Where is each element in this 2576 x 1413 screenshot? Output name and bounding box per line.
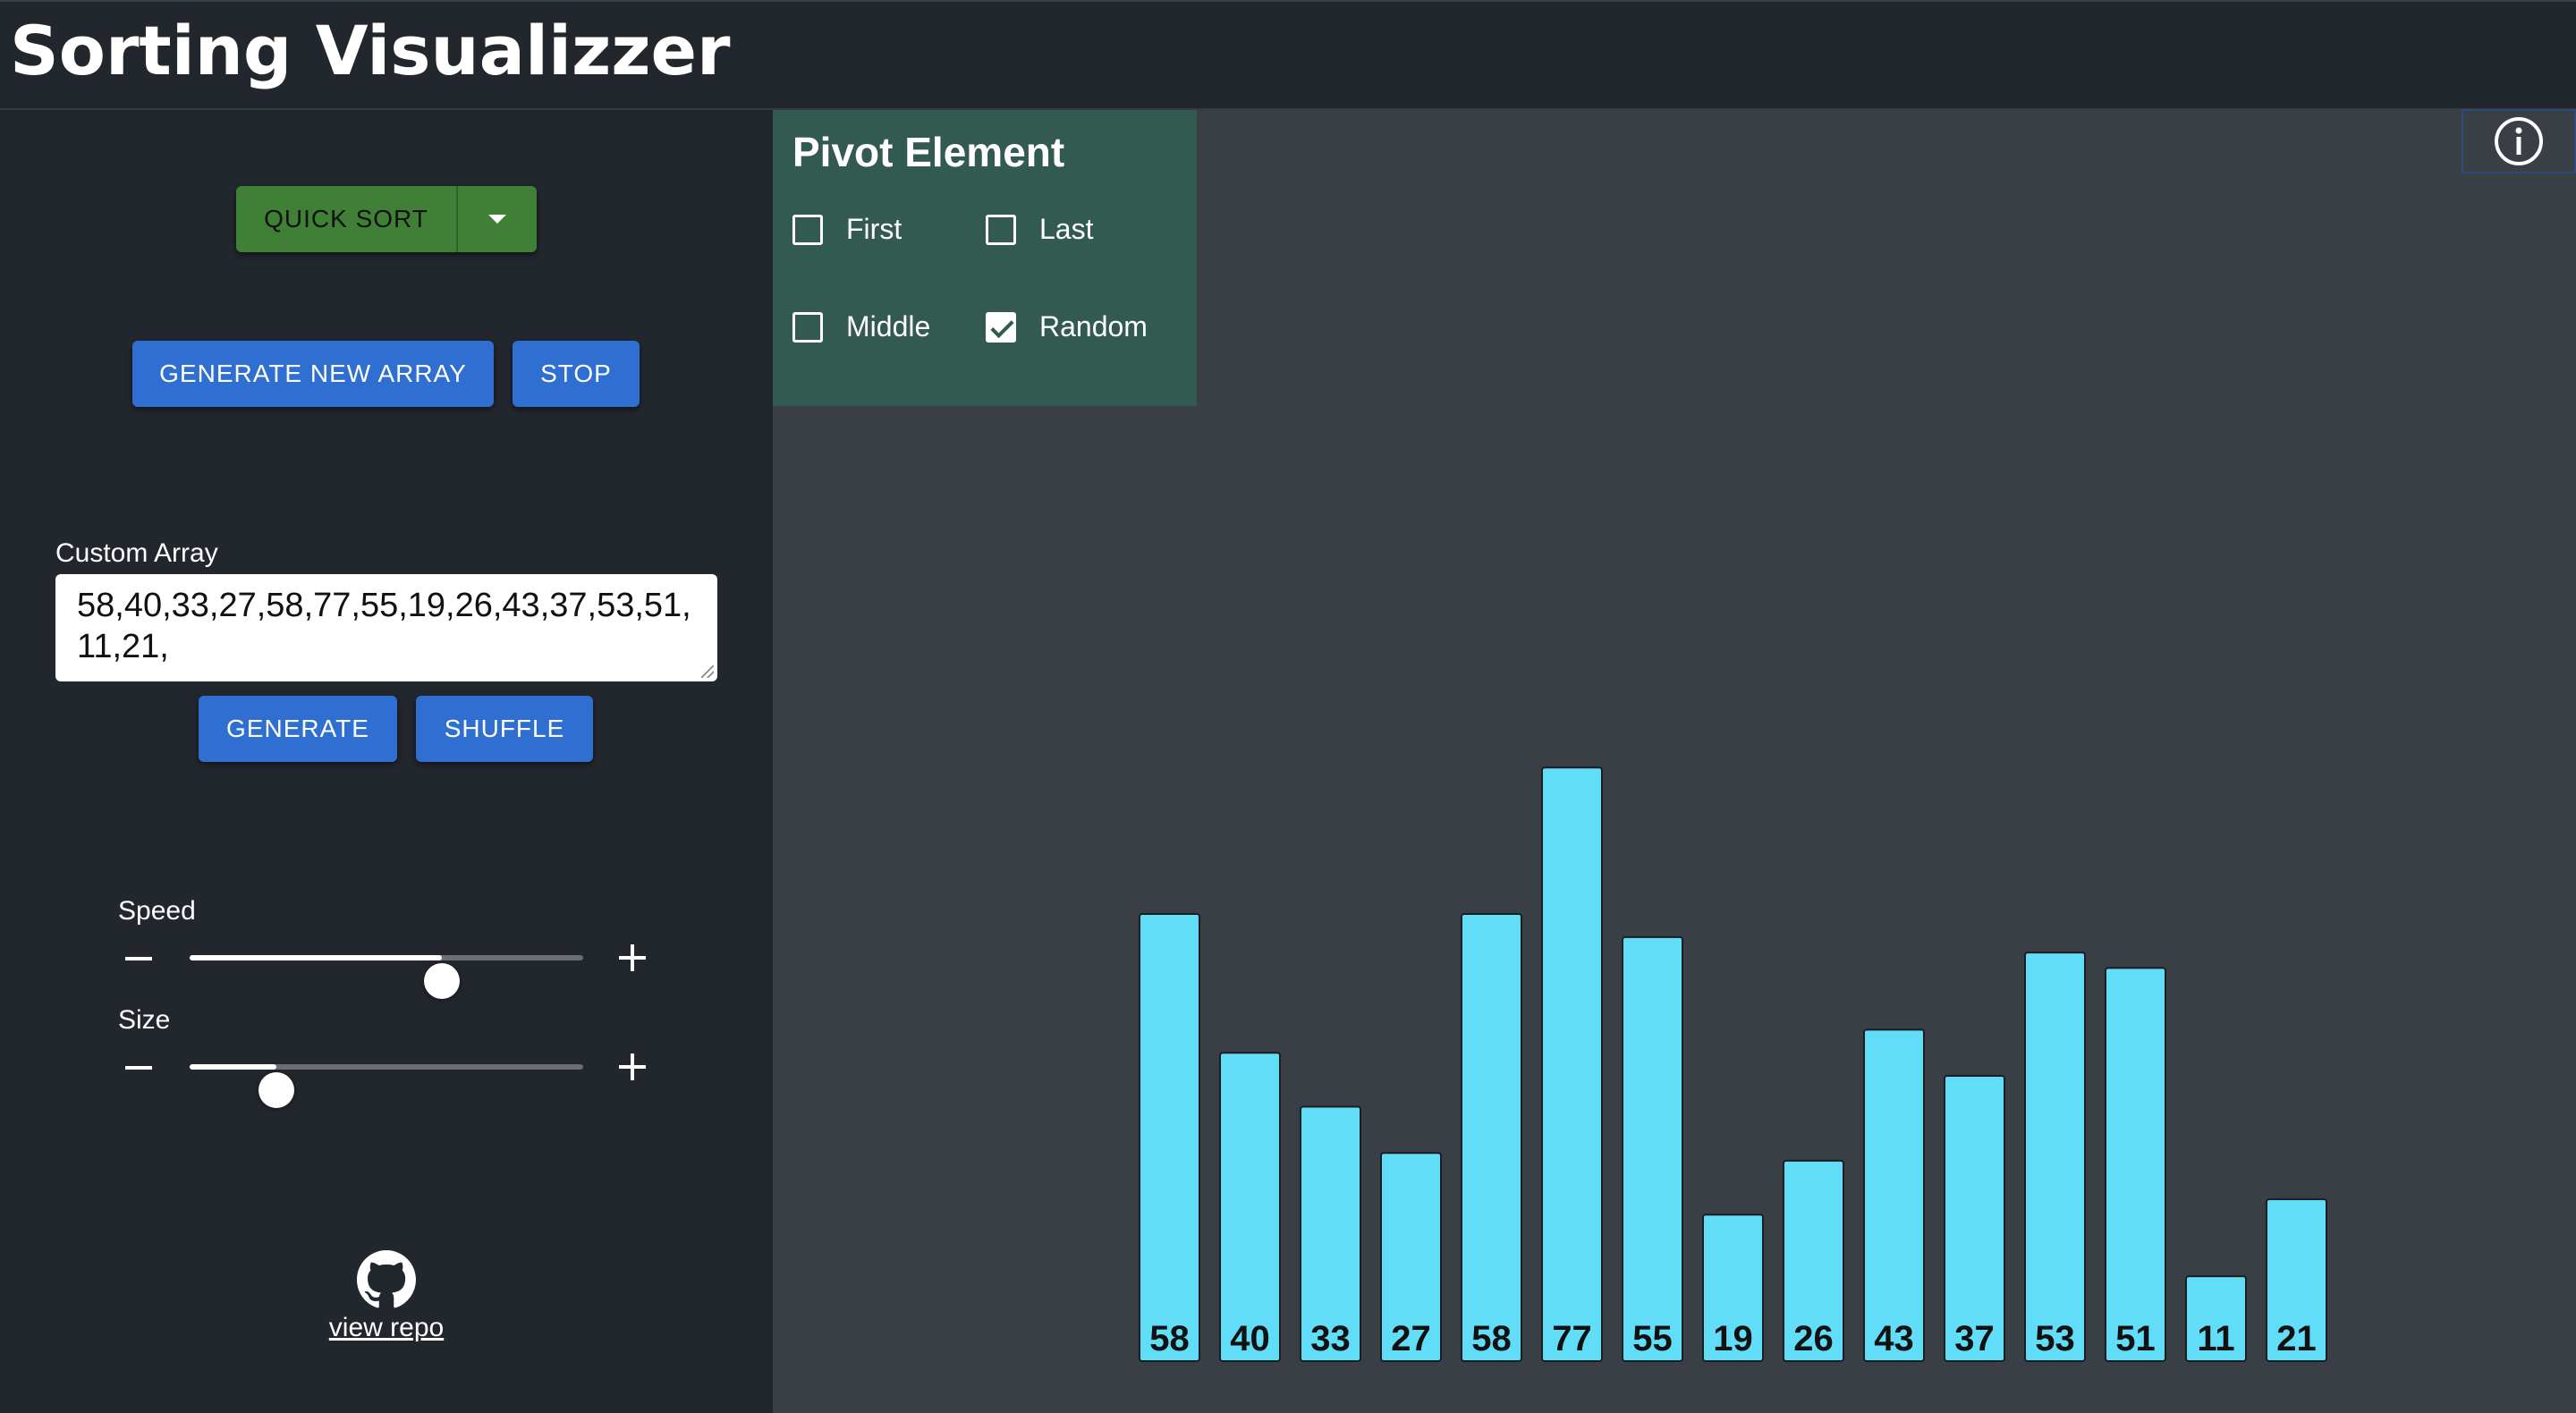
info-button[interactable] xyxy=(2462,109,2576,173)
array-bar xyxy=(1139,913,1200,1362)
pivot-first-checkbox[interactable] xyxy=(792,214,823,245)
size-decrease-icon[interactable] xyxy=(125,1066,152,1070)
array-bar-value-label: 53 xyxy=(2035,1319,2075,1358)
caret-down-icon xyxy=(488,215,506,224)
custom-array-value: 58,40,33,27,58,77,55,19,26,43,37,53,51,1… xyxy=(77,587,691,665)
generate-new-array-button[interactable]: GENERATE NEW ARRAY xyxy=(132,341,494,407)
array-bar-value-label: 58 xyxy=(1471,1319,1512,1358)
array-bar-value-label: 21 xyxy=(2276,1319,2317,1358)
array-bar-value-label: 27 xyxy=(1391,1319,1431,1358)
generate-button[interactable]: GENERATE xyxy=(199,696,397,762)
size-label: Size xyxy=(118,1005,171,1035)
array-bar-value-label: 26 xyxy=(1793,1319,1834,1358)
shuffle-button[interactable]: SHUFFLE xyxy=(416,696,593,762)
array-bar xyxy=(2024,952,2086,1362)
stop-button[interactable]: STOP xyxy=(513,341,640,407)
speed-slider-row xyxy=(116,932,653,999)
array-bar-value-label: 37 xyxy=(1954,1319,1995,1358)
array-bar xyxy=(1380,1152,1442,1363)
size-slider-fill xyxy=(190,1064,276,1070)
resize-handle[interactable] xyxy=(701,665,714,678)
pivot-option-random[interactable]: Random xyxy=(986,310,1148,343)
array-bar xyxy=(1944,1075,2005,1363)
pivot-last-label: Last xyxy=(1039,213,1094,245)
array-bar-value-label: 77 xyxy=(1552,1319,1592,1358)
array-bar xyxy=(1622,935,1683,1363)
algorithm-sort-button[interactable]: QUICK SORT xyxy=(236,186,458,252)
array-bar xyxy=(2185,1275,2247,1363)
array-bar-value-label: 11 xyxy=(2197,1319,2234,1358)
github-repo-link[interactable]: view repo xyxy=(324,1250,449,1349)
pivot-option-middle[interactable]: Middle xyxy=(792,310,930,343)
algorithm-dropdown-toggle[interactable] xyxy=(458,186,537,252)
github-icon xyxy=(357,1250,416,1308)
array-bar-value-label: 33 xyxy=(1310,1319,1351,1358)
speed-slider-thumb[interactable] xyxy=(423,963,460,999)
array-bar xyxy=(2266,1197,2327,1362)
array-bar-value-label: 40 xyxy=(1230,1319,1270,1358)
array-bar xyxy=(1783,1159,1844,1362)
array-bar xyxy=(1541,766,1603,1362)
pivot-middle-checkbox[interactable] xyxy=(792,311,823,343)
array-bar xyxy=(2105,967,2166,1362)
pivot-middle-label: Middle xyxy=(846,310,931,343)
array-bar-value-label: 19 xyxy=(1713,1319,1753,1358)
top-bar: Sorting Visualizzer xyxy=(0,0,2576,110)
speed-slider-track[interactable] xyxy=(190,955,583,999)
speed-label: Speed xyxy=(118,896,196,926)
size-slider-track[interactable] xyxy=(190,1064,583,1108)
pivot-panel: Pivot Element First Last Middle Random xyxy=(773,110,1197,406)
size-increase-icon[interactable] xyxy=(619,1053,646,1080)
speed-increase-icon[interactable] xyxy=(619,944,646,971)
speed-decrease-icon[interactable] xyxy=(125,957,152,960)
pivot-option-first[interactable]: First xyxy=(792,213,902,246)
pivot-last-checkbox[interactable] xyxy=(986,214,1016,245)
array-bar-value-label: 51 xyxy=(2115,1319,2156,1358)
custom-array-label: Custom Array xyxy=(55,538,218,568)
algorithm-select[interactable]: QUICK SORT xyxy=(236,186,537,252)
pivot-first-label: First xyxy=(846,213,902,245)
array-bar-value-label: 55 xyxy=(1632,1319,1673,1358)
array-bar xyxy=(1863,1028,1925,1362)
array-bar-value-label: 58 xyxy=(1149,1319,1190,1358)
view-repo-link[interactable]: view repo xyxy=(328,1313,445,1342)
pivot-random-checkbox[interactable] xyxy=(986,311,1016,343)
array-bar xyxy=(1461,913,1522,1362)
array-bar-value-label: 43 xyxy=(1874,1319,1914,1358)
array-bar xyxy=(1219,1052,1281,1362)
size-slider-row xyxy=(116,1041,653,1108)
pivot-random-label: Random xyxy=(1039,310,1148,343)
custom-array-input[interactable]: 58,40,33,27,58,77,55,19,26,43,37,53,51,1… xyxy=(55,574,717,681)
info-icon xyxy=(2495,117,2543,165)
size-slider-thumb[interactable] xyxy=(258,1072,294,1108)
pivot-option-last[interactable]: Last xyxy=(986,213,1093,246)
pivot-title: Pivot Element xyxy=(792,129,1065,175)
array-bar xyxy=(1300,1105,1361,1363)
array-bar xyxy=(1702,1214,1764,1362)
app-title: Sorting Visualizzer xyxy=(10,11,731,90)
speed-slider-fill xyxy=(190,955,442,960)
